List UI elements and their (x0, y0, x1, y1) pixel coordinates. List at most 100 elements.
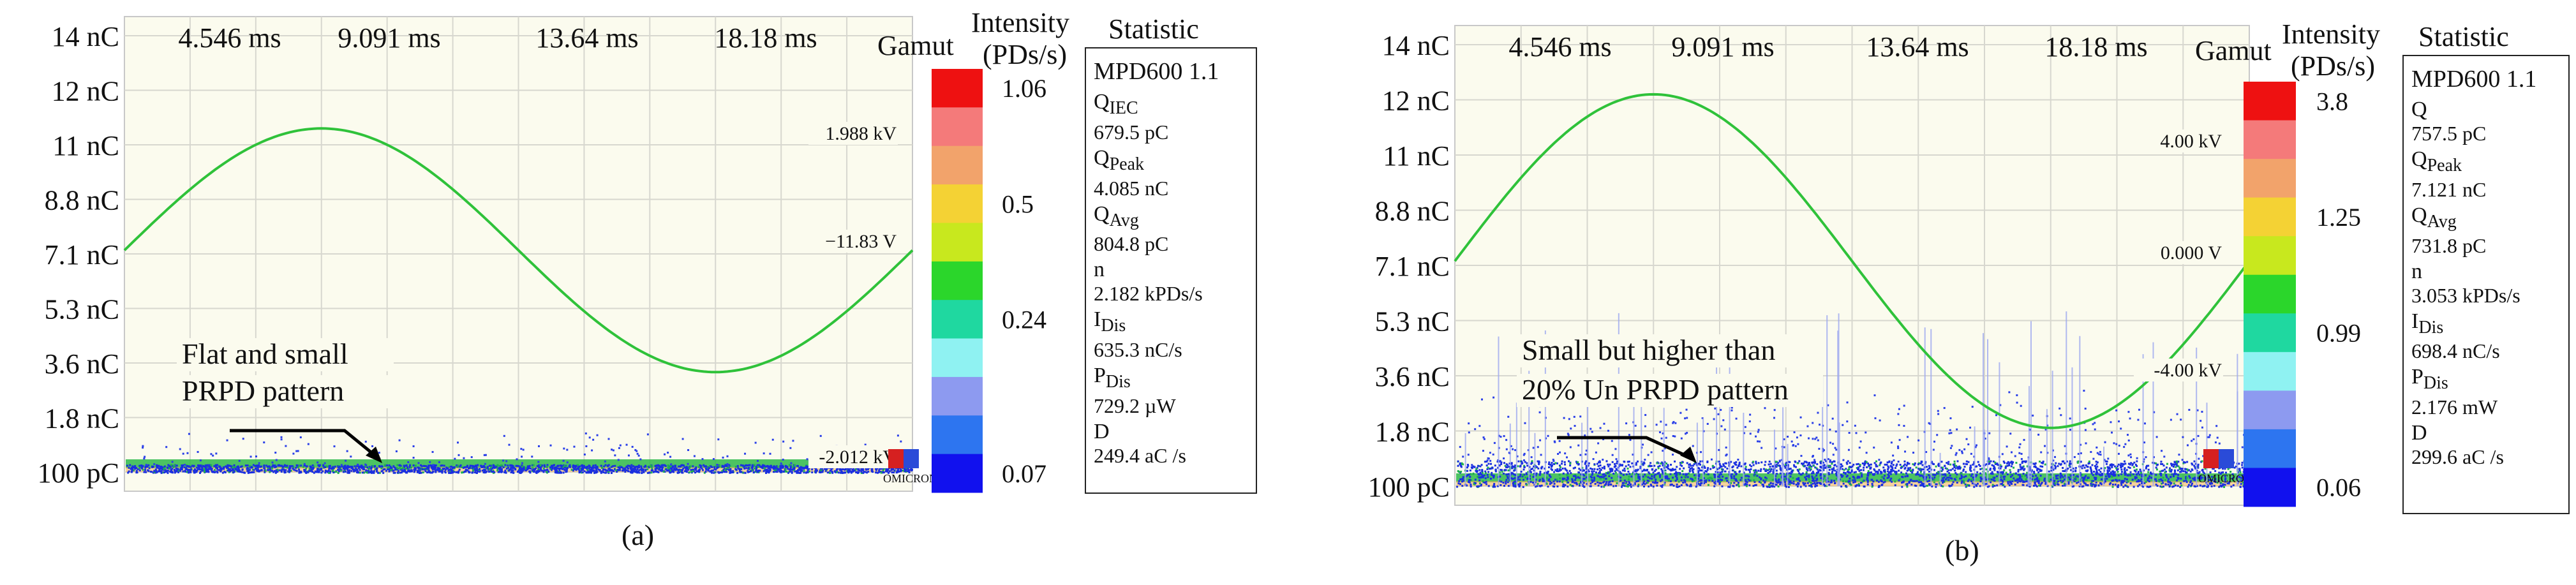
statistic-symbol-letter: Q (1094, 90, 1110, 114)
pd-dot (1776, 473, 1778, 475)
pd-dot (657, 471, 660, 473)
pd-dot (579, 468, 582, 470)
pd-dot (2011, 474, 2014, 477)
pd-dot (297, 450, 299, 452)
pd-dot (1992, 485, 1994, 488)
pd-dot (1554, 469, 1557, 471)
pd-dot (2007, 480, 2009, 483)
pd-dot (499, 470, 502, 473)
pd-dot (2216, 481, 2219, 484)
pd-dot (795, 470, 798, 473)
pd-dot (2212, 468, 2215, 470)
pd-dot (2076, 475, 2078, 477)
pd-dot (1764, 477, 1767, 479)
pd-dot (624, 471, 627, 473)
pd-dot (562, 464, 565, 467)
pd-dot (275, 470, 278, 473)
pd-dot (565, 466, 568, 469)
pd-dot (1676, 485, 1679, 488)
pd-dot (357, 465, 360, 468)
statistic-symbol-letter: I (1094, 307, 1101, 332)
pd-dot (2238, 476, 2241, 478)
pd-dot (374, 465, 376, 468)
pd-dot (131, 468, 133, 470)
pd-dot (736, 471, 739, 474)
pd-dot (2137, 472, 2140, 475)
pd-dot (1979, 464, 1981, 467)
pd-dot (546, 466, 549, 468)
pd-dot (1493, 483, 1496, 485)
pd-dot (1777, 462, 1780, 464)
pd-dot (757, 470, 759, 473)
prpd-panel-b: 14 nC 12 nC 11 nC 8.8 nC 7.1 nC 5.3 nC 3.6 nC 1… (1314, 0, 2576, 585)
pd-dot (2019, 466, 2021, 468)
pd-dot (1697, 480, 1699, 483)
pd-dot (1968, 478, 1970, 481)
pd-dot (565, 464, 567, 467)
pd-dot (1920, 470, 1923, 472)
pd-dot (1725, 477, 1728, 480)
pd-dot (2034, 482, 2036, 484)
pd-dot (2038, 484, 2041, 487)
pd-dot (2133, 473, 2135, 475)
pd-dot (1685, 473, 1687, 475)
pd-dot (337, 466, 339, 469)
pd-dot (2193, 460, 2196, 463)
pd-dot (2089, 466, 2092, 468)
pd-dot (555, 471, 557, 473)
pd-dot (1896, 463, 1898, 466)
pd-dot (1815, 474, 1818, 477)
pd-dot (1620, 472, 1623, 475)
pd-dot (573, 445, 576, 448)
pd-dot (1933, 481, 1935, 484)
pd-dot (744, 452, 747, 455)
pd-dot (209, 468, 211, 470)
pd-dot (1880, 479, 1882, 482)
pd-dot (619, 465, 622, 468)
pd-dot (1672, 477, 1674, 479)
pd-dot (1567, 485, 1569, 488)
pd-dot (596, 471, 599, 473)
pd-dot (505, 468, 508, 470)
pd-dot (1841, 465, 1843, 468)
pd-dot (2143, 469, 2145, 471)
pd-dot (669, 470, 672, 472)
pd-dot (402, 466, 405, 469)
pd-dot (224, 471, 227, 473)
pd-dot (389, 469, 392, 471)
pd-dot (2017, 473, 2020, 476)
pd-dot (1699, 484, 1702, 487)
pd-dot (1491, 473, 1493, 476)
pd-dot (1628, 480, 1630, 483)
pd-dot (493, 464, 495, 467)
pd-dot (1805, 471, 1808, 473)
pd-dot (579, 470, 581, 473)
intensity-label-line1: Intensity (971, 7, 1069, 38)
pd-dot (1473, 482, 1476, 484)
pd-dot (1755, 461, 1757, 463)
pd-dot (1754, 484, 1757, 486)
pd-dot (587, 470, 590, 473)
pd-dot (1478, 482, 1481, 485)
pd-dot (1544, 468, 1546, 470)
pd-dot (800, 466, 802, 468)
pd-dot (796, 470, 799, 473)
pd-dot (2208, 479, 2211, 482)
pd-dot (2201, 460, 2203, 463)
pd-dot (1572, 479, 1574, 482)
pd-dot (274, 452, 277, 454)
pd-dot (1952, 463, 1954, 466)
pd-dot (295, 466, 297, 469)
pd-dot (1688, 470, 1691, 473)
pd-dot (1911, 471, 1914, 474)
pd-dot (382, 471, 385, 474)
pd-dot (1947, 469, 1950, 471)
pd-dot (537, 468, 540, 471)
pd-dot (387, 467, 389, 470)
pd-dot (741, 464, 744, 467)
pd-dot (2197, 465, 2200, 468)
pd-dot (1940, 485, 1943, 487)
pd-dot (1538, 463, 1540, 466)
pd-dot (1670, 463, 1672, 466)
pd-dot (1928, 470, 1930, 473)
